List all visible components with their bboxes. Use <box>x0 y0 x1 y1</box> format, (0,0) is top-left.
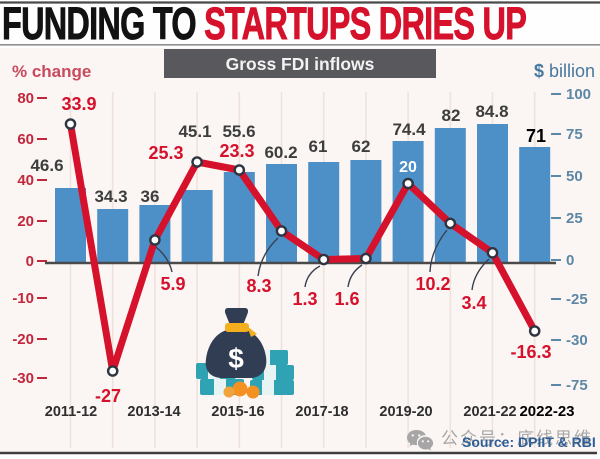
svg-text:3.4: 3.4 <box>461 293 486 313</box>
svg-text:50: 50 <box>566 168 583 185</box>
svg-text:62: 62 <box>352 137 371 156</box>
svg-text:82: 82 <box>442 106 461 125</box>
svg-text:-20: -20 <box>12 331 34 348</box>
svg-text:23.3: 23.3 <box>219 141 254 161</box>
svg-text:1.6: 1.6 <box>334 289 359 309</box>
svg-text:Gross FDI inflows: Gross FDI inflows <box>226 54 375 74</box>
svg-text:60.2: 60.2 <box>264 143 297 162</box>
svg-text:-16.3: -16.3 <box>510 342 551 362</box>
svg-text:45.1: 45.1 <box>178 122 211 141</box>
svg-text:33.9: 33.9 <box>61 94 96 114</box>
svg-text:20: 20 <box>399 159 417 176</box>
svg-text:公众号：底线思维: 公众号：底线思维 <box>441 429 593 448</box>
svg-text:34.3: 34.3 <box>94 187 127 206</box>
svg-text:25: 25 <box>566 210 583 227</box>
svg-text:$: $ <box>228 343 244 374</box>
svg-text:8.3: 8.3 <box>246 276 271 296</box>
svg-text:80: 80 <box>17 90 34 107</box>
svg-text:100: 100 <box>566 86 591 103</box>
svg-text:75: 75 <box>566 126 583 143</box>
svg-text:36: 36 <box>141 187 160 206</box>
svg-text:20: 20 <box>17 213 34 230</box>
svg-text:60: 60 <box>17 131 34 148</box>
svg-text:2017-18: 2017-18 <box>295 404 348 420</box>
svg-text:2015-16: 2015-16 <box>211 404 264 420</box>
svg-text:-30: -30 <box>12 370 34 387</box>
svg-text:46.6: 46.6 <box>30 156 63 175</box>
svg-text:2022-23: 2022-23 <box>519 403 574 420</box>
svg-text:Source: DPIIT & RBI: Source: DPIIT & RBI <box>462 434 596 450</box>
svg-text:-25: -25 <box>566 291 588 308</box>
svg-text:25.3: 25.3 <box>148 143 183 163</box>
svg-text:% change: % change <box>12 62 91 81</box>
svg-text:10.2: 10.2 <box>415 274 450 294</box>
svg-text:84.8: 84.8 <box>475 102 508 121</box>
svg-text:2013-14: 2013-14 <box>127 404 180 420</box>
svg-text:2021-22: 2021-22 <box>463 404 516 420</box>
svg-text:2019-20: 2019-20 <box>379 404 432 420</box>
svg-text:40: 40 <box>17 172 34 189</box>
svg-text:1.3: 1.3 <box>292 289 317 309</box>
svg-text:$ billion: $ billion <box>534 61 595 81</box>
svg-text:71: 71 <box>526 126 546 146</box>
svg-text:2011-12: 2011-12 <box>45 404 97 420</box>
svg-text:-27: -27 <box>95 386 121 406</box>
svg-text:5.9: 5.9 <box>160 274 185 294</box>
svg-text:0: 0 <box>26 253 34 270</box>
svg-text:74.4: 74.4 <box>392 120 426 139</box>
svg-text:55.6: 55.6 <box>222 122 255 141</box>
svg-text:61: 61 <box>309 137 328 156</box>
svg-text:0: 0 <box>566 252 574 269</box>
svg-text:-30: -30 <box>566 332 588 349</box>
svg-text:-10: -10 <box>12 290 34 307</box>
svg-text:-75: -75 <box>566 377 588 394</box>
